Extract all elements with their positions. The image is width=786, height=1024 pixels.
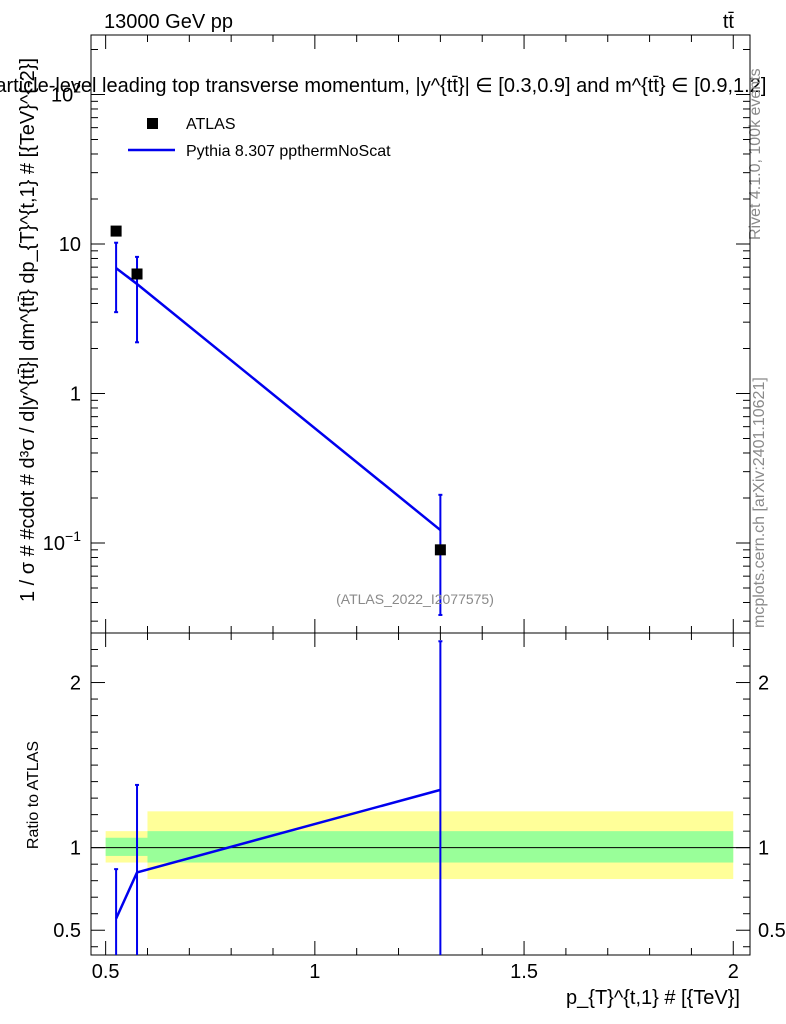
ratio-frame <box>90 632 751 956</box>
header-left: 13000 GeV pp <box>104 11 233 33</box>
y-tick-label: 10 <box>59 234 81 256</box>
ratio-y-tick-label-right: 0.5 <box>758 920 786 942</box>
data-point <box>110 225 122 237</box>
side-label-top: Rivet 4.1.0, 100k events <box>747 68 764 240</box>
x-axis-label: p_{T}^{t,1} # [{TeV}] <box>566 987 740 1009</box>
ratio-y-tick-label: 1 <box>70 838 81 860</box>
y-tick-label: 1 <box>70 383 81 405</box>
y-tick-label: 10−1 <box>43 528 81 555</box>
side-label-bottom: mcplots.cern.ch [arXiv:2401.10621] <box>751 377 768 628</box>
x-tick-label: 1 <box>309 961 320 983</box>
ratio-y-tick-label-right: 2 <box>758 673 769 695</box>
ratio-y-axis-label: Ratio to ATLAS <box>25 741 42 849</box>
ratio-band-inner <box>105 837 148 856</box>
chart-title: Particle-level leading top transverse mo… <box>0 75 766 97</box>
y-tick-label: 102 <box>51 79 81 106</box>
x-tick-label: 2 <box>728 961 739 983</box>
legend-mc-label: Pythia 8.307 ppthermNoScat <box>186 143 391 160</box>
data-point <box>131 268 143 280</box>
y-axis-label: 1 / σ # #cdot # d³σ / d|y^{tt̄}| dm^{tt̄… <box>17 58 39 602</box>
ratio-y-tick-label: 2 <box>70 673 81 695</box>
legend-atlas-marker <box>147 118 158 129</box>
watermark: (ATLAS_2022_I2077575) <box>336 591 494 607</box>
ratio-y-tick-label-right: 1 <box>758 838 769 860</box>
header-right: tt̄ <box>723 11 735 33</box>
main-panel: 10−1 1 10 102 <box>43 34 751 634</box>
ratio-panel: 0.5 1 1.5 2 0.5 0.5 1 1 2 2 <box>53 632 786 983</box>
legend-atlas-label: ATLAS <box>186 116 236 133</box>
ratio-y-tick-label: 0.5 <box>53 920 81 942</box>
legend: ATLAS Pythia 8.307 ppthermNoScat <box>128 116 391 160</box>
mc-series-line <box>115 267 442 532</box>
data-point <box>434 544 446 556</box>
x-tick-label: 0.5 <box>92 961 120 983</box>
x-tick-label: 1.5 <box>510 961 538 983</box>
